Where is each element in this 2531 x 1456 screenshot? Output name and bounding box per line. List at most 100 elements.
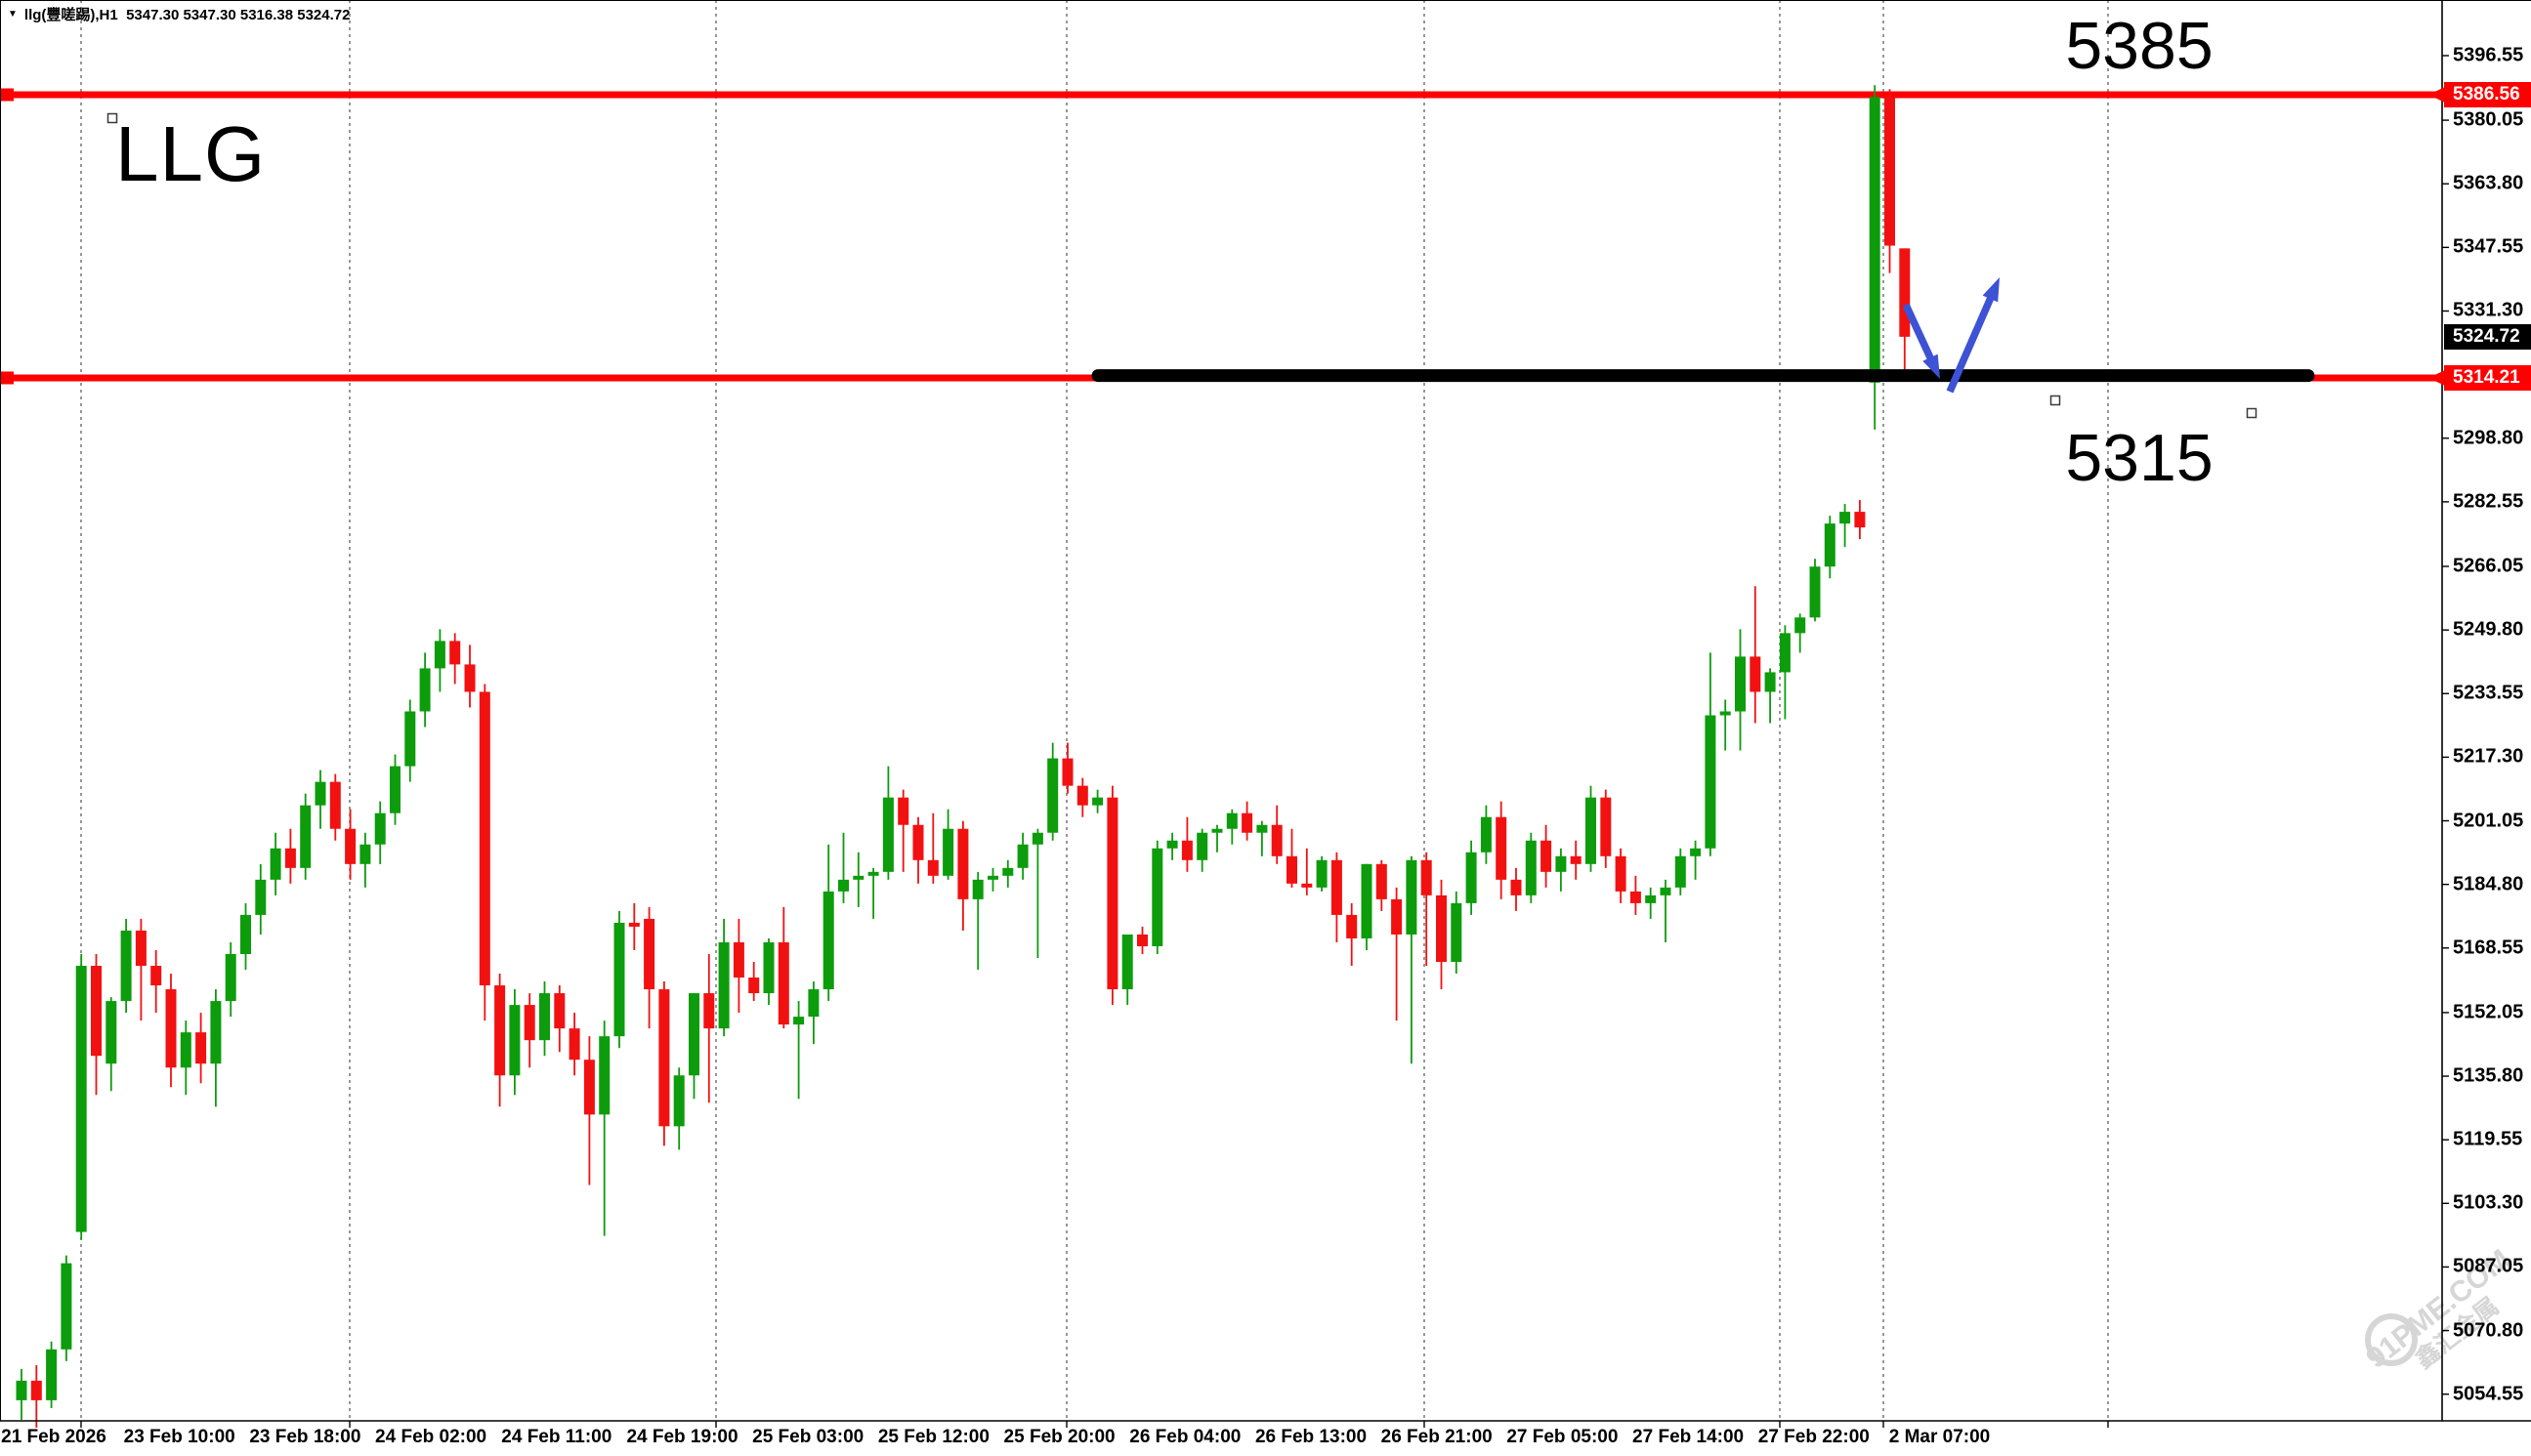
candle-body — [554, 993, 566, 1029]
arrow-head[interactable] — [1982, 277, 2000, 303]
symbol-ohlc-text: llg(豐嗟踢),H1 5347.30 5347.30 5316.38 5324… — [23, 7, 351, 23]
candle-body — [1346, 914, 1358, 938]
candle-body — [315, 781, 326, 806]
time-tick-label: 25 Feb 03:00 — [752, 1427, 865, 1447]
watermark-logo-circle — [2365, 1313, 2418, 1366]
candle-body — [644, 918, 655, 990]
time-tick-label: 25 Feb 12:00 — [877, 1427, 990, 1447]
price-tick-label: 5217.30 — [2453, 745, 2524, 768]
candle-body — [658, 989, 670, 1127]
candle-body — [390, 766, 401, 813]
candle-body — [867, 871, 879, 876]
candle-body — [1226, 812, 1238, 829]
candle-body — [1451, 902, 1462, 963]
candle-body — [838, 879, 849, 892]
candle-body — [1406, 859, 1417, 935]
price-tick-label: 5380.05 — [2453, 108, 2524, 131]
candle-body — [494, 985, 506, 1076]
candle-body — [1287, 855, 1297, 884]
candle-body — [135, 930, 147, 967]
candle-body — [793, 1017, 805, 1025]
candle-body — [1869, 97, 1880, 383]
object-anchor[interactable] — [2049, 395, 2061, 406]
candle-body — [404, 711, 416, 767]
candle-body — [434, 641, 445, 669]
candle-body — [1211, 828, 1223, 833]
arrow-head[interactable] — [1922, 354, 1940, 379]
candle-body — [1197, 832, 1208, 860]
candle-body — [1436, 894, 1447, 963]
candle-body — [225, 953, 236, 1002]
candle-body — [882, 797, 894, 872]
candle-body — [91, 966, 102, 1057]
candle-body — [61, 1263, 72, 1350]
arrow-shaft[interactable] — [1946, 293, 1996, 394]
time-tick-label: 27 Feb 22:00 — [1757, 1427, 1870, 1447]
symbol-title: ▼ llg(豐嗟踢),H1 5347.30 5347.30 5316.38 53… — [8, 4, 350, 24]
price-tick-label: 5363.80 — [2453, 172, 2524, 194]
candle-body — [808, 989, 820, 1018]
candle-body — [210, 1001, 222, 1064]
candle-body — [539, 993, 550, 1041]
time-tick-label: 27 Feb 05:00 — [1506, 1427, 1619, 1447]
candle-body — [1181, 840, 1193, 860]
candle-body — [703, 993, 715, 1029]
candle-body — [1316, 859, 1328, 888]
candle-body — [1690, 848, 1702, 856]
candle-body — [509, 1005, 521, 1076]
candle-body — [927, 859, 939, 876]
support-price-label[interactable]: 5315 — [2065, 421, 2214, 495]
candle-body — [1660, 887, 1671, 895]
candle-body — [1585, 797, 1596, 864]
candle-body — [284, 848, 296, 868]
price-tick-label: 5396.55 — [2453, 44, 2524, 66]
object-anchor[interactable] — [2246, 407, 2257, 419]
candle-body — [1271, 824, 1283, 856]
candle-body — [689, 993, 699, 1076]
price-tick-label: 5233.55 — [2453, 682, 2524, 704]
candle-body — [150, 966, 162, 986]
candle-body — [524, 1005, 535, 1041]
candle-body — [1735, 656, 1746, 712]
level-price-badge: 5386.56 — [2444, 82, 2531, 107]
candle-body — [853, 875, 865, 880]
candle-body — [16, 1380, 27, 1400]
candle-body — [1361, 863, 1372, 938]
candle-body — [1062, 758, 1074, 786]
candle-body — [1540, 840, 1552, 872]
candle-body — [1301, 883, 1313, 888]
time-tick-label: 25 Feb 20:00 — [1003, 1427, 1116, 1447]
candle-body — [1779, 633, 1791, 673]
candle-body — [1809, 566, 1821, 618]
candle-body — [583, 1060, 595, 1115]
candle-body — [120, 930, 132, 1002]
object-anchor[interactable] — [106, 112, 118, 124]
llg-text-object[interactable]: LLG — [115, 110, 267, 197]
candle-body — [1764, 672, 1776, 692]
candle-body — [30, 1380, 42, 1400]
chevron-down-icon[interactable]: ▼ — [8, 9, 18, 20]
candle-body — [1047, 758, 1059, 833]
level-price-badge: 5314.21 — [2444, 364, 2531, 391]
line-handle[interactable] — [1, 371, 14, 385]
candle-body — [479, 691, 490, 986]
candle-body — [673, 1075, 685, 1127]
candle-body — [1525, 840, 1537, 895]
price-tick-label: 5103.30 — [2453, 1191, 2524, 1214]
candle-body — [46, 1349, 58, 1400]
line-handle[interactable] — [1, 88, 14, 102]
candle-body — [748, 978, 760, 994]
candle-body — [1570, 855, 1582, 864]
candle-body — [1076, 785, 1088, 806]
resistance-price-label[interactable]: 5385 — [2065, 9, 2214, 83]
time-tick-label: 23 Feb 10:00 — [123, 1427, 235, 1447]
candle-body — [718, 941, 730, 1029]
candle-body — [1839, 512, 1851, 524]
price-tick-label: 5054.55 — [2453, 1383, 2524, 1405]
candle-body — [599, 1036, 611, 1115]
candle-body — [912, 824, 924, 860]
candle-body — [1092, 797, 1104, 806]
arrow-shaft[interactable] — [1902, 303, 1936, 363]
